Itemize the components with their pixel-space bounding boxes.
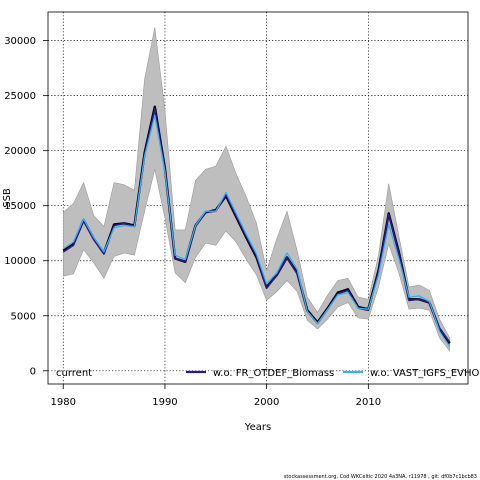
y-axis-title: SSB xyxy=(2,188,13,208)
footer-credit: stockassessment.org, Cod WKCeltic 2020 4… xyxy=(284,474,477,480)
y-tick-label: 15000 xyxy=(4,201,36,212)
y-tick-label: 10000 xyxy=(4,256,36,267)
y-tick-label: 30000 xyxy=(4,36,36,47)
x-tick-label: 2000 xyxy=(254,397,279,408)
confidence-band xyxy=(63,27,450,352)
y-tick-label: 0 xyxy=(30,366,36,377)
y-tick-label: 20000 xyxy=(4,146,36,157)
x-tick-label: 2010 xyxy=(356,397,381,408)
series-line-2 xyxy=(62,108,451,343)
legend-label-3: w.o. VAST_IGFS_EVHOE xyxy=(370,368,480,379)
x-axis-title: Years xyxy=(244,422,271,433)
legend: current w.o. FR_OTDEF_Biomass w.o. VAST_IG… xyxy=(56,368,480,379)
legend-label-2: w.o. FR_OTDEF_Biomass xyxy=(213,368,334,379)
x-tick-label: 1990 xyxy=(152,397,177,408)
series-line-3 xyxy=(62,114,451,347)
x-tick-label: 1980 xyxy=(51,397,76,408)
y-axis: 0 5000 10000 15000 20000 25000 30000 xyxy=(4,36,48,377)
legend-label-1: current xyxy=(56,368,92,379)
y-tick-label: 5000 xyxy=(11,311,36,322)
x-axis: 1980 1990 2000 2010 xyxy=(51,384,381,408)
plot-frame xyxy=(47,11,469,385)
series-lines xyxy=(62,105,451,347)
y-tick-label: 25000 xyxy=(4,91,36,102)
